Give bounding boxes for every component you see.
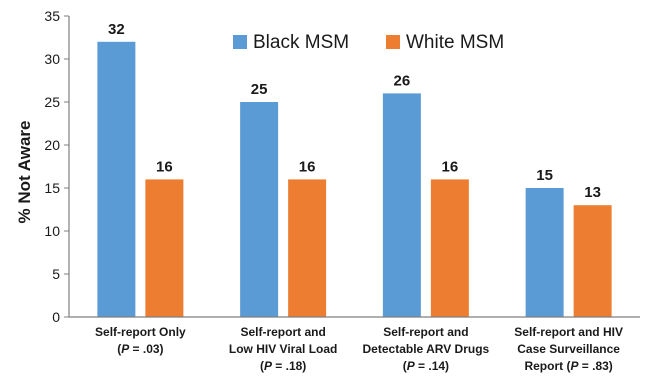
y-tick-label-5: 5	[52, 266, 60, 282]
data-label-black-msm-3: 15	[536, 167, 553, 184]
category-pvalue-3: Report (P = .83)	[524, 359, 612, 373]
bar-white-msm-3	[573, 205, 612, 317]
data-label-white-msm-3: 13	[584, 184, 601, 201]
legend-label-black-msm: Black MSM	[253, 32, 349, 53]
bar-white-msm-1	[288, 179, 327, 317]
bar-white-msm-0	[145, 179, 184, 317]
data-label-black-msm-0: 32	[108, 21, 125, 38]
y-tick-label-30: 30	[44, 51, 60, 67]
y-axis-ticks: 0 5 10 15 20 25 30 35	[44, 8, 69, 325]
category-label-3-line-0: Self-report and HIV	[514, 325, 623, 339]
category-label-2-line-1: Detectable ARV Drugs	[363, 342, 490, 356]
bars	[97, 41, 612, 318]
category-pvalue-2: (P = .14)	[403, 359, 449, 373]
category-label-0-line-0: Self-report Only	[95, 325, 186, 339]
legend-label-white-msm: White MSM	[406, 32, 504, 53]
category-label-1-line-1: Low HIV Viral Load	[229, 342, 337, 356]
legend: Black MSM White MSM	[233, 32, 504, 53]
data-label-black-msm-2: 26	[394, 72, 411, 89]
bar-black-msm-2	[382, 93, 421, 318]
y-axis-title-group: % Not Aware	[15, 121, 34, 224]
y-axis-title: % Not Aware	[15, 121, 34, 224]
y-tick-label-25: 25	[44, 94, 60, 110]
category-pvalue-1: (P = .18)	[260, 359, 306, 373]
y-tick-label-20: 20	[44, 137, 60, 153]
y-tick-label-15: 15	[44, 180, 60, 196]
legend-swatch-black-msm	[233, 35, 247, 49]
y-tick-label-35: 35	[44, 8, 60, 24]
category-label-1-line-0: Self-report and	[240, 325, 325, 339]
data-label-white-msm-2: 16	[442, 158, 459, 175]
legend-swatch-white-msm	[386, 35, 400, 49]
bar-white-msm-2	[430, 179, 469, 317]
y-tick-label-10: 10	[44, 223, 60, 239]
data-label-black-msm-1: 25	[251, 81, 268, 98]
category-label-3-line-1: Case Surveillance	[517, 342, 620, 356]
bar-black-msm-0	[97, 41, 136, 318]
data-label-white-msm-1: 16	[299, 158, 316, 175]
bar-black-msm-1	[240, 102, 279, 317]
data-labels: 32 16 25 16 26 16 15 13	[108, 21, 601, 201]
data-label-white-msm-0: 16	[156, 158, 173, 175]
category-label-2-line-0: Self-report and	[383, 325, 468, 339]
category-pvalue-0: (P = .03)	[117, 342, 163, 356]
axes	[68, 16, 640, 318]
category-labels: Self-report Only (P = .03) Self-report and…	[95, 325, 623, 373]
y-tick-label-0: 0	[52, 309, 60, 325]
bar-black-msm-3	[525, 188, 564, 317]
